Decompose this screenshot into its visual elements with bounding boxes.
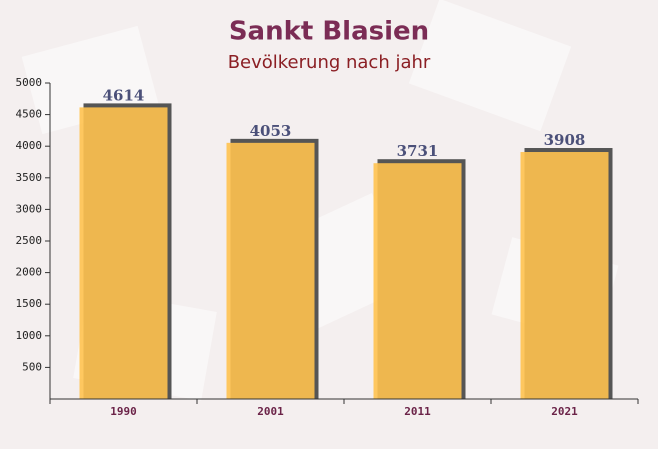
y-tick-label: 5000 xyxy=(16,76,43,89)
value-label: 3731 xyxy=(397,142,439,160)
x-tick-label: 2001 xyxy=(257,405,284,418)
bar xyxy=(520,152,609,399)
chart-title: Sankt Blasien xyxy=(229,17,429,47)
y-tick-label: 2500 xyxy=(16,234,43,247)
bar xyxy=(373,163,462,399)
y-tick-label: 1500 xyxy=(16,297,43,310)
bar xyxy=(79,107,168,399)
y-tick-label: 3500 xyxy=(16,171,43,184)
x-tick-label: 1990 xyxy=(110,405,137,418)
x-tick-label: 2011 xyxy=(404,405,431,418)
y-tick-label: 3000 xyxy=(16,202,43,215)
y-tick-label: 2000 xyxy=(16,266,43,279)
bar xyxy=(226,142,315,399)
y-tick-label: 4000 xyxy=(16,139,43,152)
value-label: 4614 xyxy=(103,86,145,104)
y-tick-label: 500 xyxy=(22,360,42,373)
value-label: 4053 xyxy=(250,122,292,140)
x-tick-label: 2021 xyxy=(551,405,578,418)
y-tick-label: 1000 xyxy=(16,329,43,342)
value-label: 3908 xyxy=(544,131,586,149)
chart-subtitle: Bevölkerung nach jahr xyxy=(228,52,431,73)
y-tick-label: 4500 xyxy=(16,108,43,121)
